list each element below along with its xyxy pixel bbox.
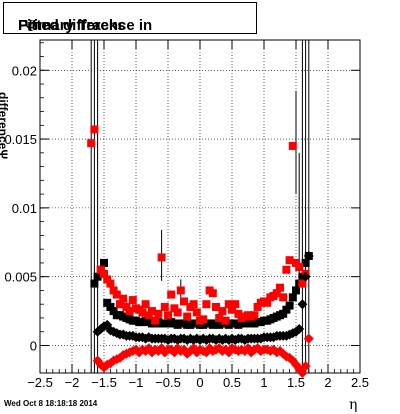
data-point-square bbox=[90, 125, 99, 134]
x-tick-label: −2.5 bbox=[27, 375, 53, 390]
y-tick-label: 0.01 bbox=[12, 201, 37, 216]
data-point-square bbox=[189, 300, 198, 309]
data-point-square bbox=[231, 300, 240, 309]
x-tick-label: 2.5 bbox=[351, 375, 369, 390]
data-point-square bbox=[106, 279, 115, 288]
data-point-diamond bbox=[294, 323, 305, 334]
data-point-square bbox=[228, 305, 236, 314]
data-point-square bbox=[180, 297, 188, 306]
x-tick-label: 1.5 bbox=[287, 375, 305, 390]
title-suffix: Primary Tracks bbox=[18, 17, 126, 34]
y-tick-label: 0 bbox=[30, 338, 37, 353]
data-point-square bbox=[279, 293, 288, 302]
data-point-square bbox=[212, 302, 220, 311]
data-point-square bbox=[295, 263, 304, 272]
data-point-square bbox=[263, 298, 272, 307]
data-point-square bbox=[167, 290, 176, 299]
x-tick-label: 2 bbox=[324, 375, 331, 390]
data-point-square bbox=[100, 269, 108, 278]
data-point-diamond bbox=[303, 333, 314, 344]
data-point-square bbox=[285, 256, 294, 265]
data-point-square bbox=[183, 312, 192, 321]
data-point-square bbox=[103, 275, 112, 284]
data-point-square bbox=[144, 311, 153, 320]
data-point-square bbox=[202, 300, 211, 309]
y-tick-label: 0.005 bbox=[4, 270, 37, 285]
data-point-diamond bbox=[300, 271, 311, 282]
x-tick-label: −2 bbox=[65, 375, 80, 390]
y-tick-label: 0.015 bbox=[4, 132, 37, 147]
data-point-square bbox=[87, 139, 96, 148]
data-point-square bbox=[215, 313, 224, 322]
x-tick-label: −1 bbox=[129, 375, 144, 390]
data-point-square bbox=[292, 286, 300, 295]
data-point-square bbox=[253, 302, 262, 311]
title-symbol: Ψ bbox=[24, 17, 38, 35]
y-axis-label: differenceΨ bbox=[0, 92, 10, 160]
data-point-square bbox=[221, 316, 230, 325]
data-point-square bbox=[224, 300, 233, 309]
x-tick-label: 0 bbox=[196, 375, 203, 390]
data-point-square bbox=[122, 302, 131, 311]
x-tick-label: 1 bbox=[260, 375, 267, 390]
x-tick-label: 0.5 bbox=[223, 375, 241, 390]
data-point-square bbox=[170, 304, 179, 313]
x-axis-label: η bbox=[349, 397, 358, 413]
data-point-square bbox=[128, 296, 137, 305]
data-point-square bbox=[103, 298, 112, 307]
data-point-square bbox=[141, 300, 150, 309]
data-point-diamond bbox=[246, 347, 257, 358]
data-point-square bbox=[93, 272, 102, 281]
data-point-square bbox=[116, 300, 124, 309]
data-point-square bbox=[298, 279, 307, 288]
data-point-square bbox=[90, 279, 99, 288]
data-point-diamond bbox=[297, 299, 308, 310]
data-point-square bbox=[154, 309, 163, 318]
data-point-square bbox=[199, 315, 208, 324]
data-point-square bbox=[157, 253, 166, 262]
data-point-square bbox=[109, 307, 118, 316]
data-point-square bbox=[276, 283, 284, 292]
data-point-square bbox=[218, 307, 227, 316]
data-point-square bbox=[160, 302, 169, 311]
title-prefix: Fitted difference in bbox=[18, 17, 153, 34]
data-point-square bbox=[109, 286, 118, 295]
data-point-square bbox=[301, 258, 310, 267]
data-point-square bbox=[288, 141, 297, 150]
data-point-square bbox=[208, 289, 217, 298]
data-point-square bbox=[125, 307, 134, 316]
data-point-diamond bbox=[303, 251, 314, 262]
data-point-square bbox=[272, 289, 281, 298]
x-tick-label: −1.5 bbox=[91, 375, 117, 390]
data-point-square bbox=[112, 290, 121, 299]
data-point-square bbox=[96, 265, 105, 274]
data-point-square bbox=[173, 308, 182, 317]
data-point-square bbox=[138, 308, 147, 317]
x-tick-label: −0.5 bbox=[155, 375, 181, 390]
data-point-square bbox=[151, 316, 160, 325]
data-point-square bbox=[282, 265, 291, 274]
data-point-square bbox=[119, 294, 128, 303]
data-point-square bbox=[234, 309, 243, 318]
data-point-square bbox=[250, 311, 259, 320]
data-point-square bbox=[100, 258, 108, 267]
data-point-square bbox=[288, 293, 297, 302]
data-point-square bbox=[192, 308, 201, 317]
data-point-square bbox=[282, 305, 291, 314]
data-point-square bbox=[148, 307, 156, 316]
data-point-square bbox=[106, 302, 115, 311]
data-point-square bbox=[279, 309, 288, 318]
chart-title-box: Fitted difference in Ψ Primary Tracks bbox=[3, 2, 257, 35]
data-point-square bbox=[164, 311, 172, 320]
data-point-diamond bbox=[297, 368, 308, 378]
data-point-square bbox=[176, 286, 185, 295]
y-tick-label: 0.02 bbox=[12, 63, 37, 78]
data-point-square bbox=[292, 258, 300, 267]
timestamp-footer: Wed Oct 8 18:18:18 2014 bbox=[4, 399, 98, 408]
data-point-square bbox=[285, 301, 294, 310]
data-point-diamond bbox=[300, 361, 311, 372]
